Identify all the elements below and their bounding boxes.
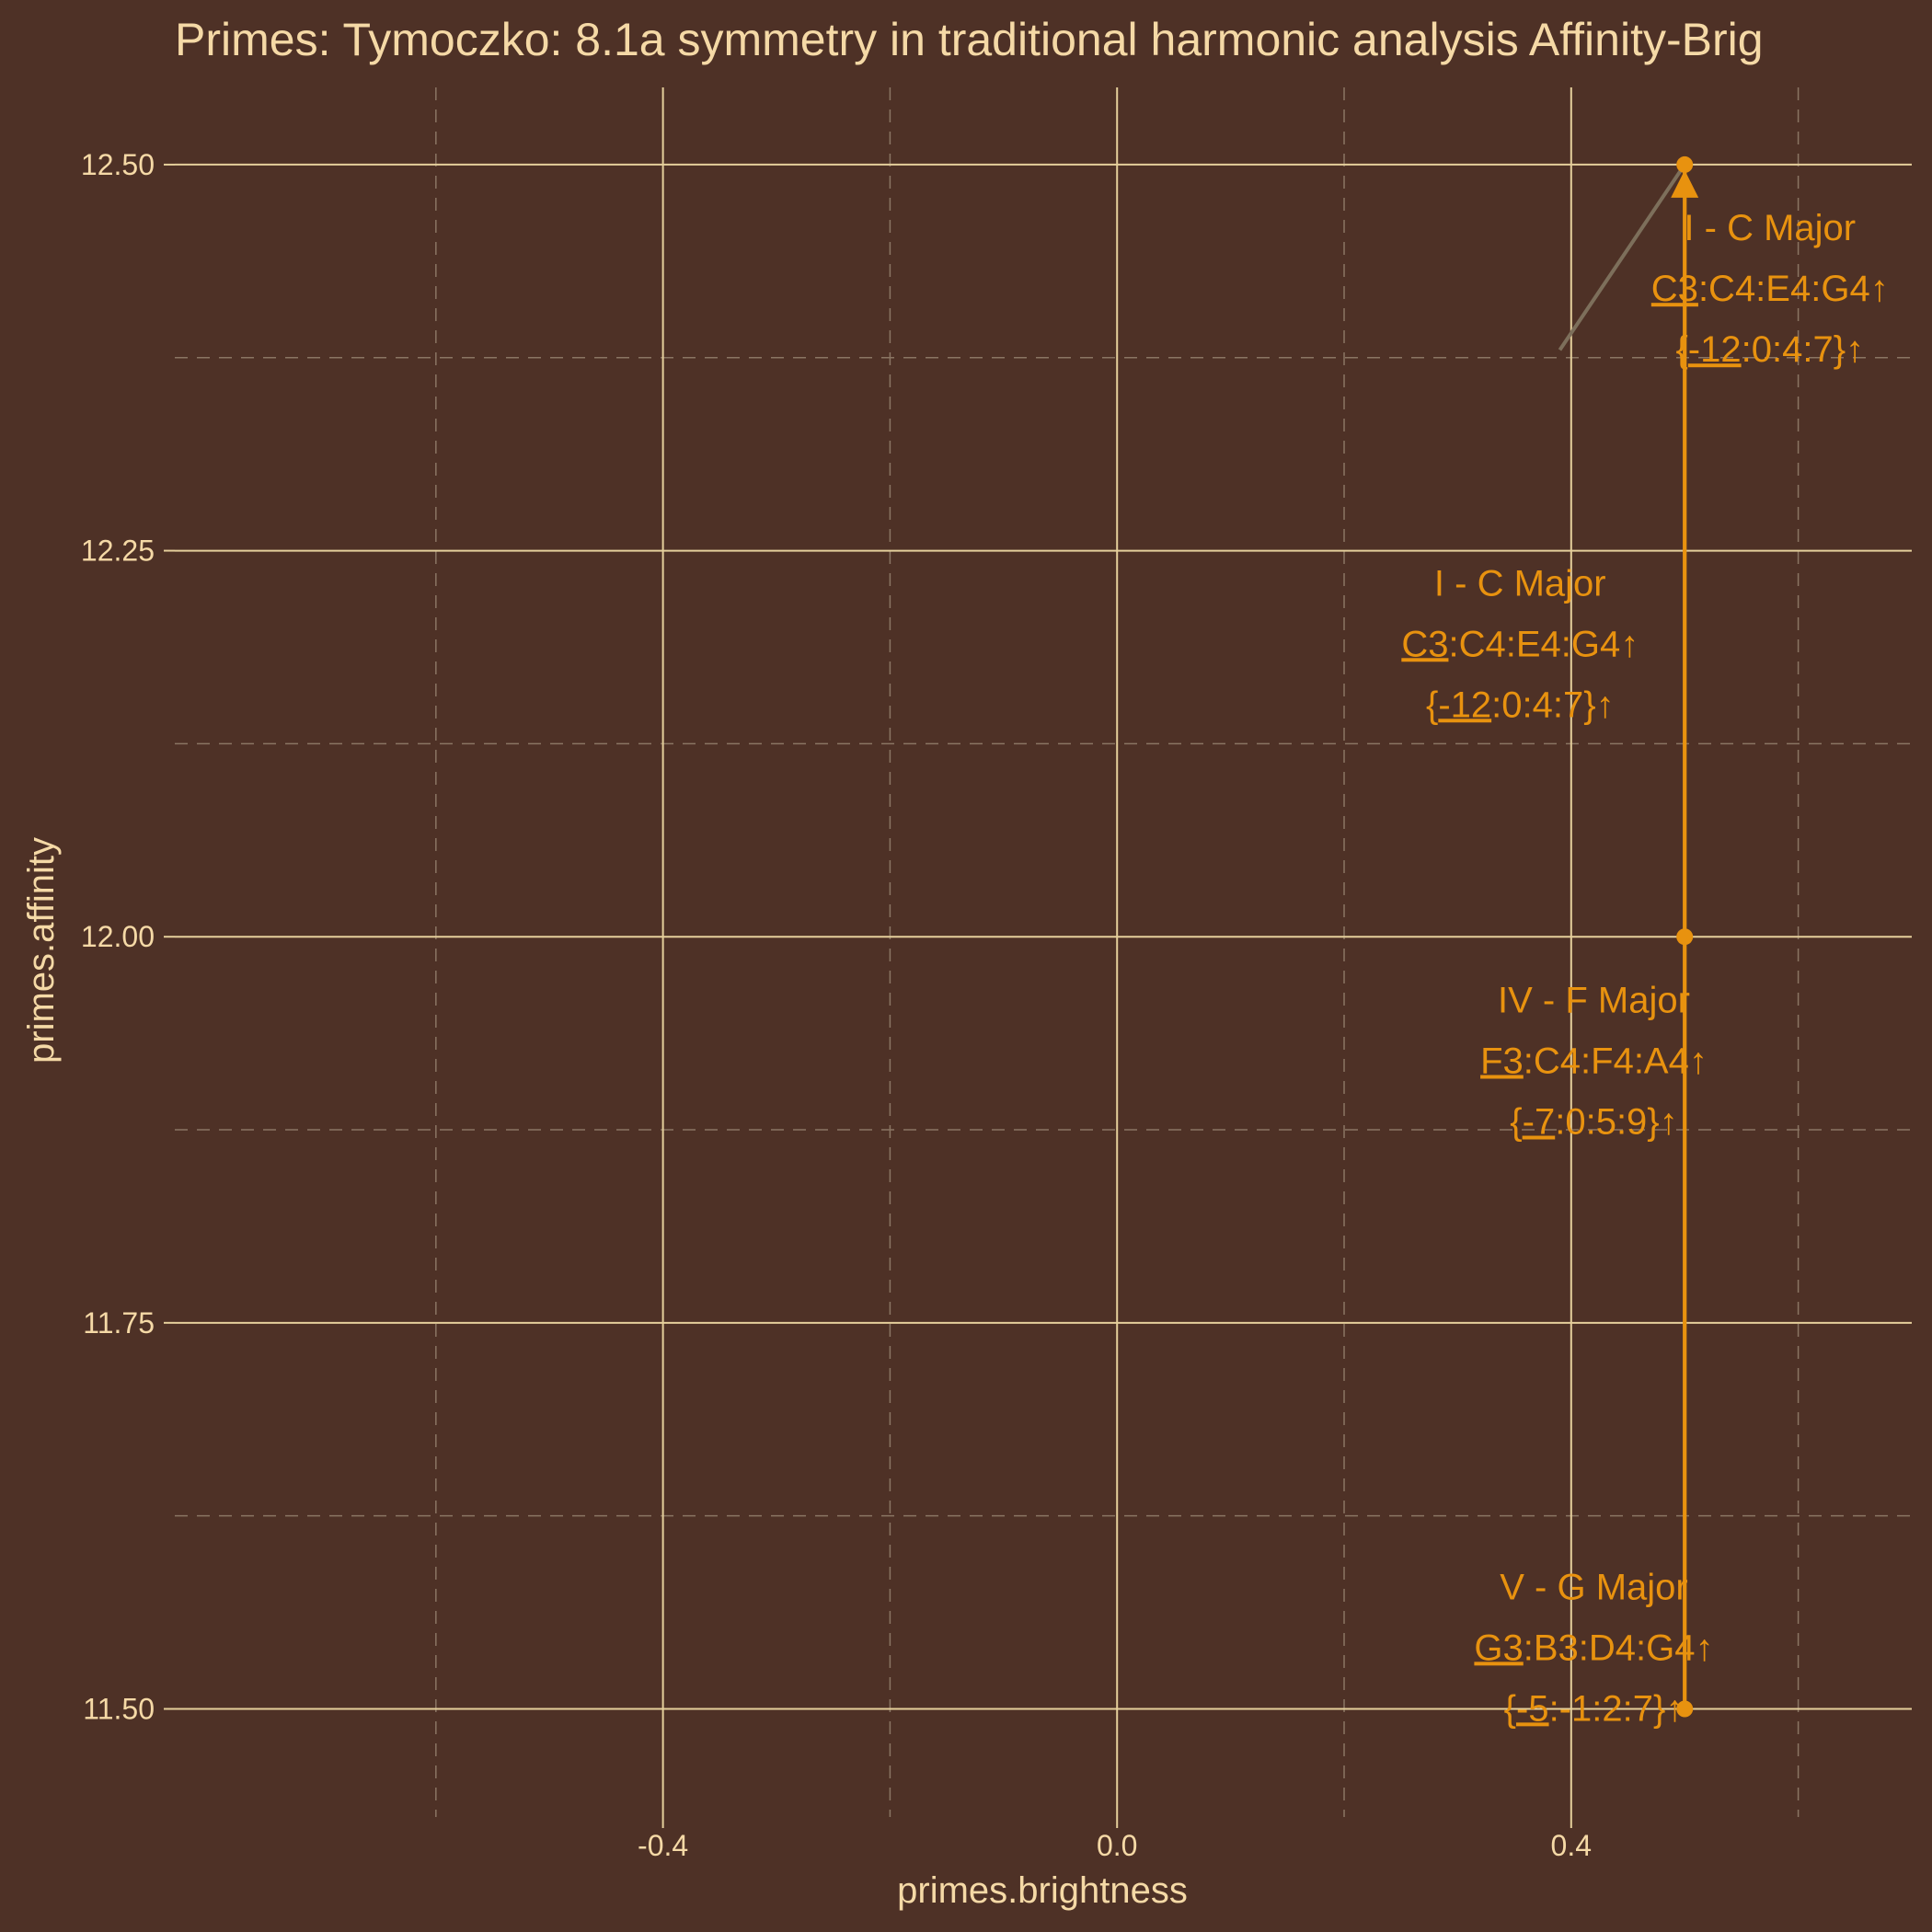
label-text-part: :-1:2:7}↑ [1549, 1688, 1685, 1729]
label-text-part: :B3:D4:G4↑ [1524, 1627, 1714, 1668]
chord-label-line: V - G Major [1500, 1567, 1687, 1607]
label-text-part: :C4:E4:G4↑ [1448, 624, 1639, 664]
y-tick-label: 11.75 [83, 1306, 155, 1340]
label-bass-note: -7 [1523, 1102, 1556, 1143]
chord-label-line: IV - F Major [1498, 981, 1690, 1021]
y-tick-label: 12.00 [81, 920, 155, 953]
label-bass-note: F3 [1480, 1041, 1524, 1082]
label-text-part: :C4:F4:A4↑ [1524, 1041, 1708, 1082]
chord-label-line: I - C Major [1434, 563, 1606, 604]
chord-label-line: F3:C4:F4:A4↑ [1480, 1041, 1708, 1082]
x-tick-label: 0.0 [1097, 1829, 1137, 1862]
label-text-part: :0:4:7}↑ [1491, 684, 1614, 725]
axis-ticks: 11.50 11.75 12.00 12.25 12.50 -0.4 0.0 0.4 [81, 148, 1592, 1862]
label-text-part: :0:4:7}↑ [1742, 329, 1864, 370]
label-text-part: :C4:E4:G4↑ [1698, 269, 1889, 309]
label-text-part: I - C Major [1434, 563, 1606, 604]
label-bass-note: C3 [1651, 269, 1698, 309]
chord-label-line: C3:C4:E4:G4↑ [1401, 624, 1639, 664]
chord-label-line: C3:C4:E4:G4↑ [1651, 269, 1889, 309]
y-tick-label: 12.25 [81, 535, 155, 568]
data-point [1676, 155, 1694, 173]
y-axis-title: primes.affinity [21, 837, 62, 1064]
label-text-part: { [1675, 329, 1687, 370]
chord-label-line: {-12:0:4:7}↑ [1675, 329, 1864, 370]
chart-title: Primes: Tymoczko: 8.1a symmetry in tradi… [175, 14, 1764, 65]
progression-arrowhead [1671, 169, 1699, 198]
label-leader-line [1558, 163, 1686, 351]
label-bass-note: -12 [1438, 684, 1491, 725]
label-text-part: IV - F Major [1498, 981, 1690, 1021]
y-tick-label: 12.50 [81, 148, 155, 181]
label-bass-note: G3 [1474, 1627, 1523, 1668]
label-text-part: I - C Major [1684, 208, 1856, 248]
label-bass-note: C3 [1401, 624, 1448, 664]
x-tick-label: 0.4 [1551, 1829, 1592, 1862]
label-text-part: { [1510, 1102, 1522, 1143]
label-text-part: :0:5:9}↑ [1555, 1102, 1677, 1143]
label-bass-note: -12 [1688, 329, 1742, 370]
label-text-part: V - G Major [1500, 1567, 1687, 1607]
x-axis-title: primes.brightness [897, 1870, 1188, 1911]
data-point [1676, 1700, 1694, 1718]
chord-label-line: {-7:0:5:9}↑ [1510, 1102, 1677, 1143]
chord-label-line: I - C Major [1684, 208, 1856, 248]
chord-label-line: {-12:0:4:7}↑ [1426, 684, 1615, 725]
data-point [1676, 928, 1694, 946]
x-tick-label: -0.4 [638, 1829, 688, 1862]
label-bass-note: -5 [1516, 1688, 1549, 1729]
minor-gridlines [175, 87, 1912, 1817]
y-tick-label: 11.50 [83, 1693, 155, 1726]
chord-label: I - C Major C3:C4:E4:G4↑ {-12:0:4:7}↑ [1651, 208, 1889, 370]
chord-label-line: G3:B3:D4:G4↑ [1474, 1627, 1713, 1668]
label-text-part: { [1504, 1688, 1516, 1729]
chord-label-line: {-5:-1:2:7}↑ [1504, 1688, 1685, 1729]
major-gridlines [175, 87, 1912, 1817]
label-text-part: { [1426, 684, 1438, 725]
data-points [1676, 155, 1694, 1718]
